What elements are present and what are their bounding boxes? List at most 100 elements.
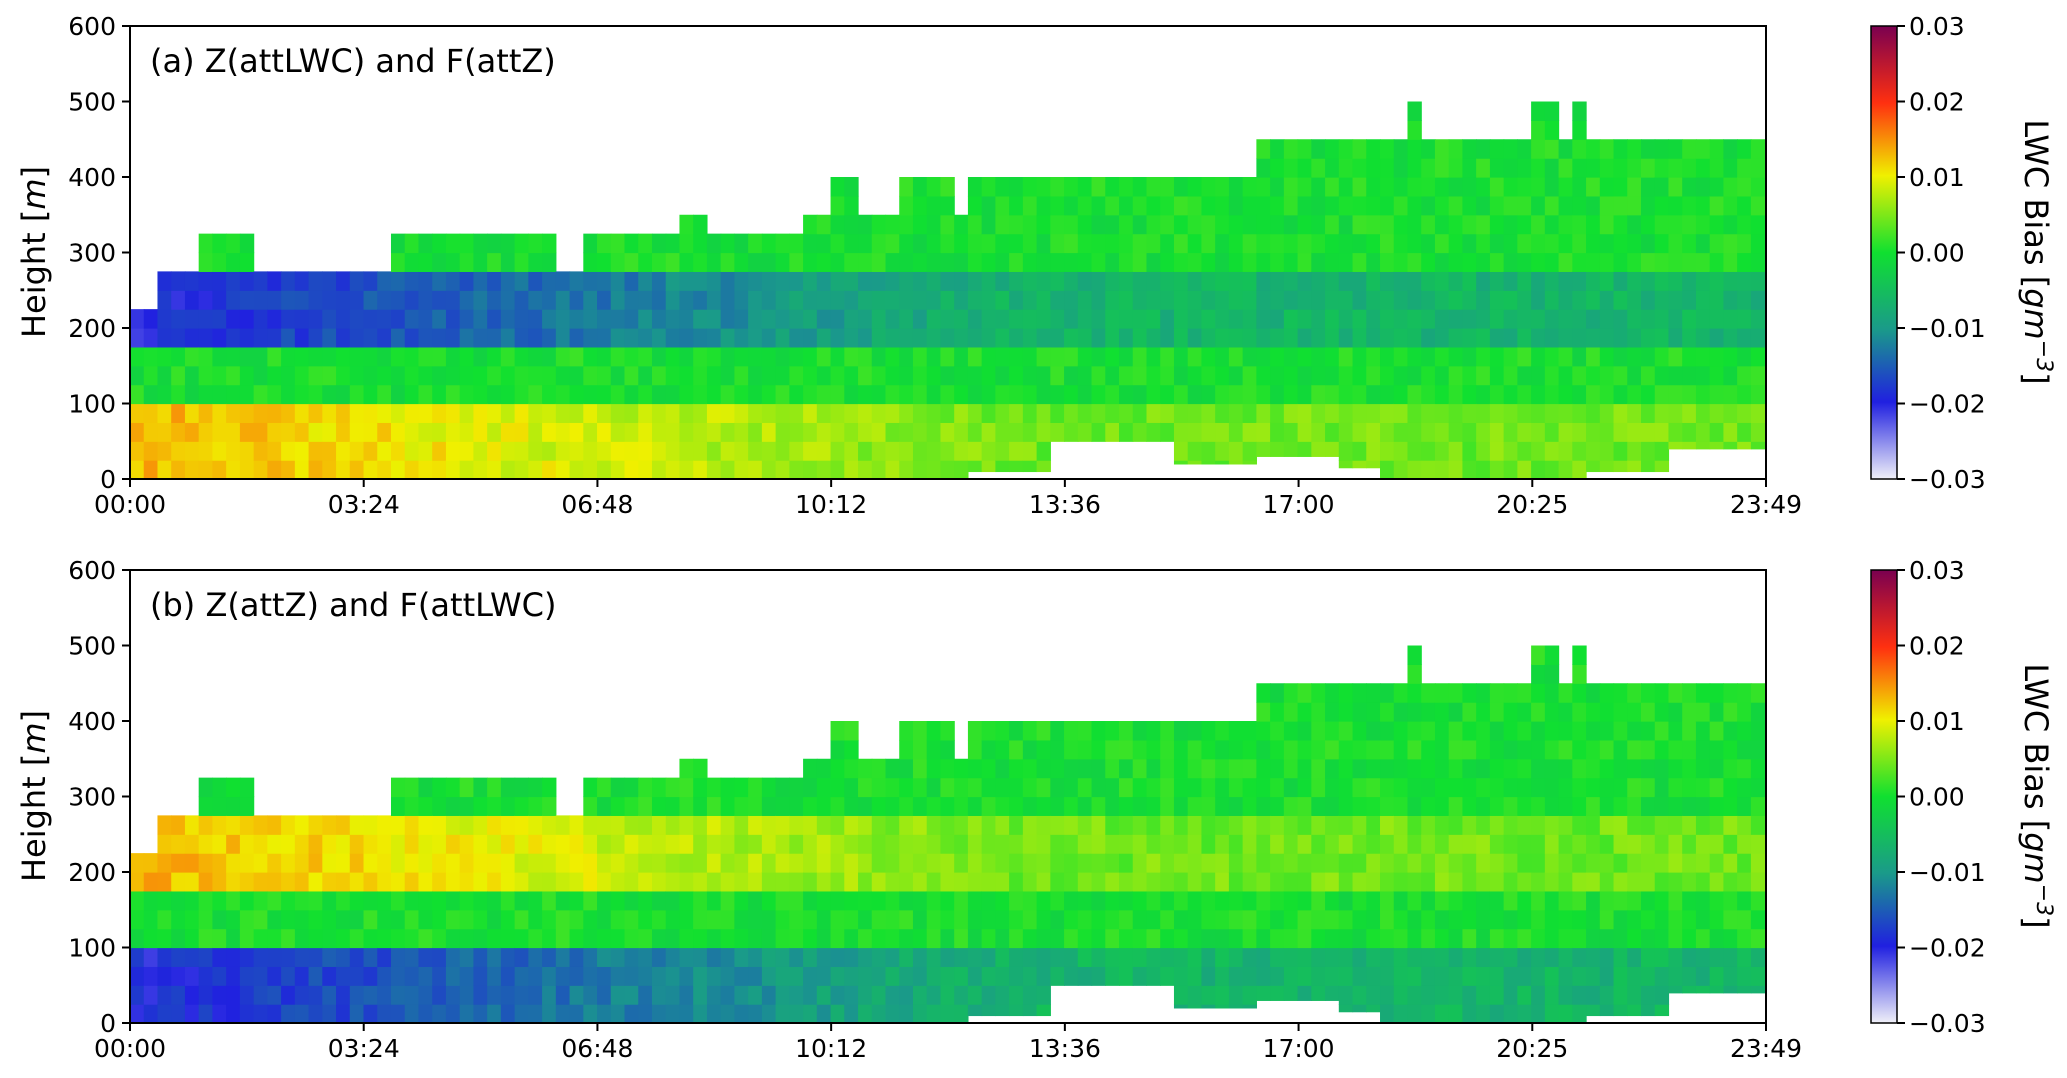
heatmap-cell — [1132, 309, 1148, 329]
heatmap-cell — [1380, 422, 1395, 442]
heatmap-cell — [1132, 739, 1148, 760]
heatmap-cell — [1627, 346, 1642, 367]
heatmap-cell — [487, 777, 502, 798]
heatmap-cell — [1544, 872, 1560, 892]
heatmap-cell — [967, 214, 983, 235]
heatmap-cell — [803, 890, 818, 911]
heatmap-cell — [1682, 214, 1697, 235]
heatmap-cell — [1613, 441, 1628, 461]
heatmap-cell — [1352, 422, 1367, 442]
heatmap-cell — [1380, 890, 1395, 911]
heatmap-cell — [981, 890, 996, 911]
heatmap-cell — [1297, 947, 1312, 967]
y-axis-title-a: Height [m] — [15, 166, 53, 338]
heatmap-cell — [981, 441, 996, 461]
heatmap-cell — [1476, 815, 1491, 835]
heatmap-cell — [432, 853, 447, 873]
heatmap-cell — [528, 460, 543, 479]
heatmap-cell — [1064, 721, 1079, 741]
heatmap-cell — [1421, 909, 1436, 930]
heatmap-cell — [239, 985, 255, 1005]
heatmap-cell — [1476, 214, 1491, 235]
heatmap-cell — [1009, 928, 1024, 949]
heatmap-cell — [1668, 872, 1683, 892]
heatmap-cell — [995, 966, 1010, 986]
heatmap-cell — [1146, 739, 1161, 760]
heatmap-cell — [954, 214, 969, 235]
heatmap-cell — [940, 195, 955, 216]
heatmap-cell — [1228, 758, 1244, 779]
heatmap-cell — [1572, 872, 1587, 892]
heatmap-cell — [377, 328, 392, 348]
heatmap-cell — [967, 177, 983, 197]
heatmap-cell — [1654, 384, 1670, 405]
heatmap-cell — [1737, 985, 1752, 994]
heatmap-cell — [706, 947, 722, 967]
heatmap-cell — [1407, 290, 1422, 310]
heatmap-cell — [1146, 890, 1161, 911]
heatmap-cell — [1695, 872, 1711, 892]
heatmap-cell — [1228, 422, 1244, 442]
heatmap-cell — [500, 985, 516, 1005]
heatmap-cell — [693, 758, 708, 779]
heatmap-cell — [1503, 1004, 1518, 1023]
heatmap-cell — [651, 1004, 667, 1023]
heatmap-cell — [1338, 1004, 1354, 1013]
heatmap-cell — [912, 290, 928, 310]
heatmap-cell — [1256, 758, 1271, 779]
heatmap-cell — [1036, 195, 1051, 216]
heatmap-cell — [1695, 177, 1711, 197]
heatmap-cell — [1572, 966, 1587, 986]
heatmap-cell — [954, 1004, 969, 1023]
heatmap-cell — [1228, 177, 1244, 197]
heatmap-cell — [1160, 214, 1175, 235]
heatmap-cell — [432, 271, 447, 291]
heatmap-cell — [1489, 909, 1505, 930]
heatmap-cell — [1517, 777, 1532, 798]
heatmap-cell — [1654, 158, 1670, 178]
heatmap-cell — [542, 928, 557, 949]
heatmap-cell — [1654, 177, 1670, 197]
heatmap-cell — [1325, 177, 1340, 197]
heatmap-cell — [858, 872, 873, 892]
heatmap-cell — [1627, 328, 1642, 348]
heatmap-cell — [583, 328, 598, 348]
heatmap-cell — [212, 252, 227, 272]
heatmap-cell — [1338, 403, 1354, 423]
heatmap-cell — [1270, 909, 1285, 930]
heatmap-cell — [1242, 872, 1257, 892]
heatmap-cell — [1297, 422, 1312, 442]
heatmap-cell — [885, 271, 900, 291]
heatmap-cell — [1283, 721, 1299, 741]
heatmap-cell — [1558, 966, 1573, 986]
heatmap-cell — [926, 365, 942, 386]
heatmap-cell — [1558, 872, 1573, 892]
heatmap-cell — [1544, 271, 1560, 291]
heatmap-cell — [322, 966, 337, 986]
heatmap-cell — [1009, 460, 1024, 473]
heatmap-cell — [363, 834, 378, 854]
heatmap-cell — [1654, 928, 1670, 949]
heatmap-cell — [404, 384, 420, 405]
heatmap-cell — [1380, 985, 1395, 1005]
heatmap-cell — [1036, 796, 1051, 816]
heatmap-cell — [1695, 441, 1711, 450]
heatmap-cell — [1586, 195, 1601, 216]
heatmap-cell — [1050, 966, 1065, 986]
heatmap-cell — [267, 853, 282, 873]
heatmap-cell — [130, 328, 145, 348]
heatmap-cell — [1325, 422, 1340, 442]
heatmap-cell — [844, 815, 859, 835]
heatmap-cell — [706, 403, 722, 423]
heatmap-cell — [1160, 252, 1175, 272]
heatmap-cell — [706, 384, 722, 405]
heatmap-cell — [1627, 853, 1642, 873]
heatmap-cell — [1737, 966, 1752, 986]
heatmap-cell — [1201, 384, 1216, 405]
heatmap-cell — [665, 346, 681, 367]
heatmap-cell — [1434, 252, 1450, 272]
heatmap-cell — [610, 328, 626, 348]
heatmap-cell — [1380, 346, 1395, 367]
heatmap-cell — [1723, 815, 1738, 835]
heatmap-cell — [803, 441, 818, 461]
